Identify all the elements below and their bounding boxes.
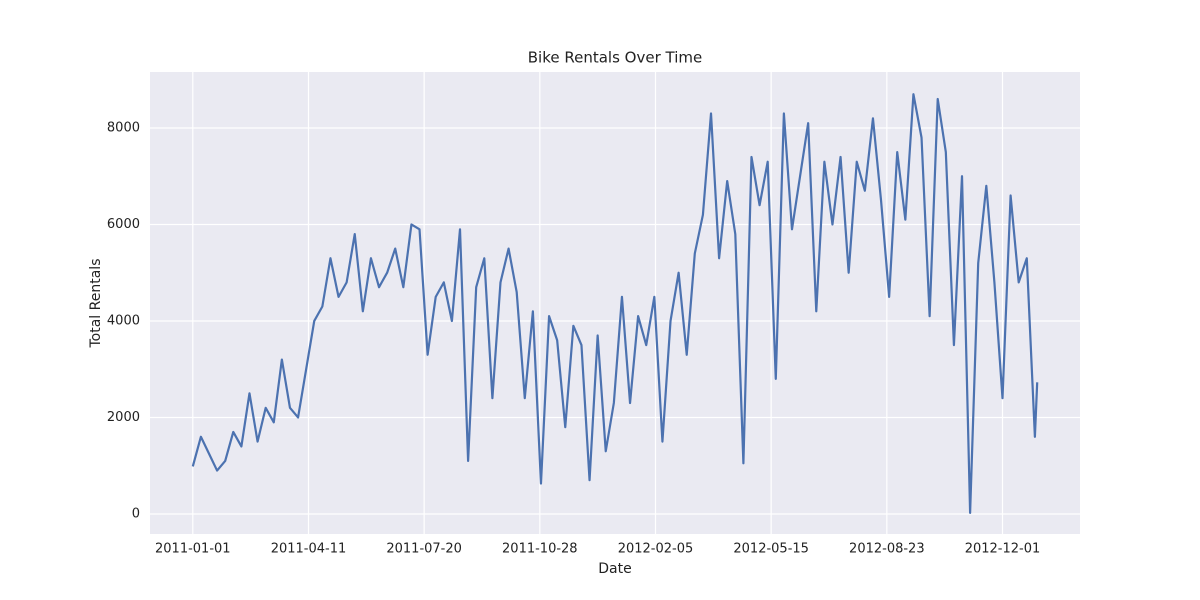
chart-title: Bike Rentals Over Time: [528, 49, 702, 67]
y-tick-label: 0: [132, 506, 140, 521]
data-line: [191, 93, 1039, 515]
y-tick-label: 8000: [107, 120, 140, 135]
x-tick-label: 2012-05-15: [733, 542, 809, 557]
y-tick-label: 6000: [107, 217, 140, 232]
plot-area: [150, 72, 1080, 534]
y-axis-label: Total Rentals: [88, 259, 104, 349]
x-tick-label: 2011-01-01: [155, 542, 231, 557]
x-tick-label: 2012-12-01: [965, 542, 1041, 557]
x-tick-label: 2011-04-11: [271, 542, 347, 557]
x-tick-label: 2012-08-23: [849, 542, 925, 557]
x-axis-label: Date: [598, 561, 631, 577]
y-tick-label: 2000: [107, 410, 140, 425]
x-tick-label: 2011-07-20: [386, 542, 462, 557]
x-tick-label: 2011-10-28: [502, 542, 578, 557]
y-tick-label: 4000: [107, 313, 140, 328]
x-tick-label: 2012-02-05: [618, 542, 694, 557]
